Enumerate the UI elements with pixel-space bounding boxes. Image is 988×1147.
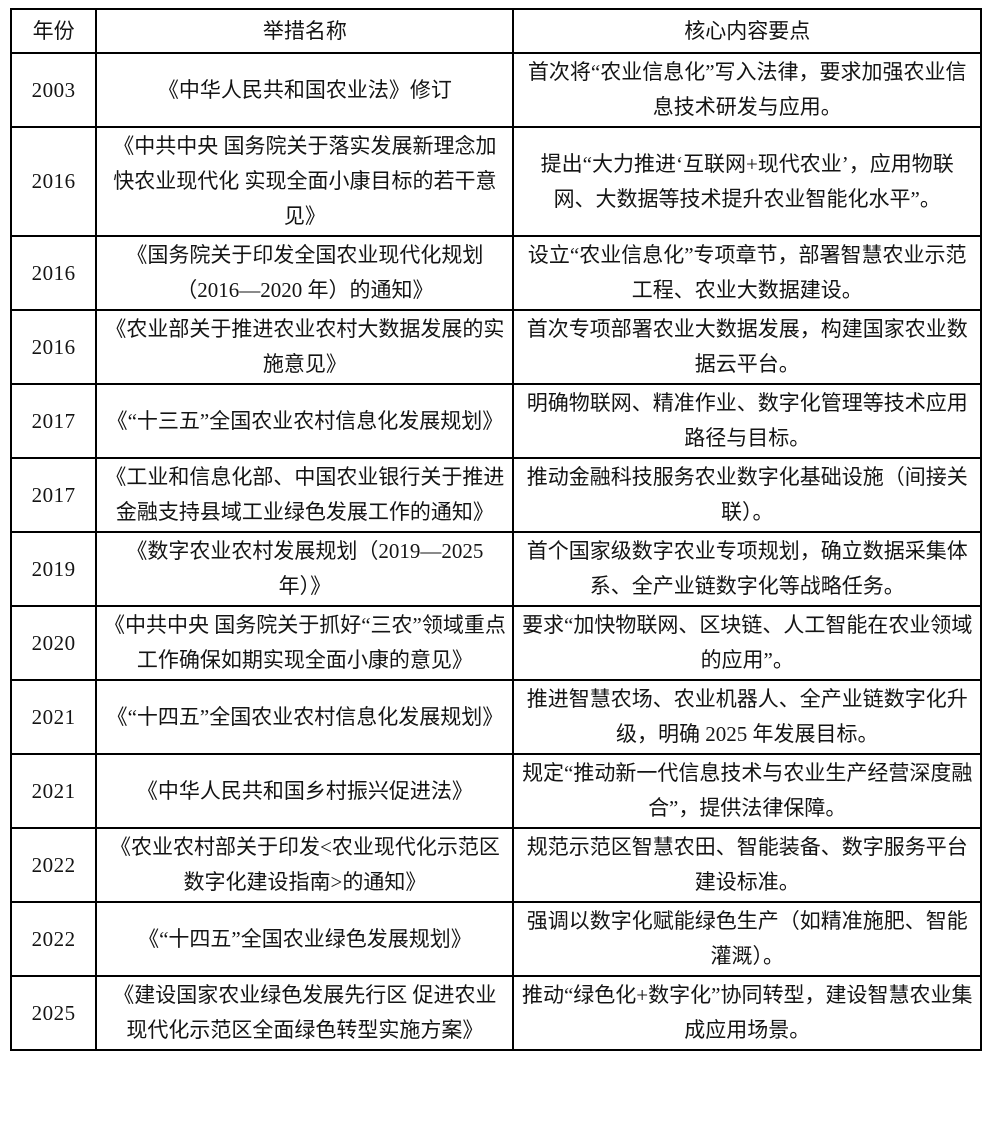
table-row: 2021 《中华人民共和国乡村振兴促进法》 规定“推动新一代信息技术与农业生产经… [9,753,982,829]
measure-name-cell: 《“十四五”全国农业农村信息化发展规划》 [95,679,515,755]
table-row: 2016 《农业部关于推进农业农村大数据发展的实施意见》 首次专项部署农业大数据… [9,309,982,385]
table-row: 2017 《“十三五”全国农业农村信息化发展规划》 明确物联网、精准作业、数字化… [9,383,982,459]
year-cell: 2022 [9,901,98,977]
year-cell: 2016 [9,126,98,237]
table-row: 2020 《中共中央 国务院关于抓好“三农”领域重点工作确保如期实现全面小康的意… [9,605,982,681]
year-cell: 2025 [9,975,98,1051]
table-row: 2016 《中共中央 国务院关于落实发展新理念加快农业现代化 实现全面小康目标的… [9,126,982,237]
measure-name-cell: 《中共中央 国务院关于抓好“三农”领域重点工作确保如期实现全面小康的意见》 [95,605,515,681]
table-row: 2016 《国务院关于印发全国农业现代化规划（2016—2020 年）的通知》 … [9,235,982,311]
key-points-cell: 强调以数字化赋能绿色生产（如精准施肥、智能灌溉）。 [512,901,982,977]
table-row: 2022 《“十四五”全国农业绿色发展规划》 强调以数字化赋能绿色生产（如精准施… [9,901,982,977]
table-row: 2022 《农业农村部关于印发<农业现代化示范区数字化建设指南>的通知》 规范示… [9,827,982,903]
measure-name-cell: 《中共中央 国务院关于落实发展新理念加快农业现代化 实现全面小康目标的若干意见》 [95,126,515,237]
measure-name-cell: 《数字农业农村发展规划（2019—2025 年）》 [95,531,515,607]
measure-name-cell: 《国务院关于印发全国农业现代化规划（2016—2020 年）的通知》 [95,235,515,311]
table-row: 2021 《“十四五”全国农业农村信息化发展规划》 推进智慧农场、农业机器人、全… [9,679,982,755]
table-row: 2003 《中华人民共和国农业法》修订 首次将“农业信息化”写入法律，要求加强农… [9,52,982,128]
table-row: 2017 《工业和信息化部、中国农业银行关于推进金融支持县域工业绿色发展工作的通… [9,457,982,533]
measure-name-cell: 《中华人民共和国农业法》修订 [95,52,515,128]
year-cell: 2022 [9,827,98,903]
year-cell: 2017 [9,457,98,533]
header-measure-name: 举措名称 [95,8,515,54]
table-row: 2019 《数字农业农村发展规划（2019—2025 年）》 首个国家级数字农业… [9,531,982,607]
measure-name-cell: 《“十四五”全国农业绿色发展规划》 [95,901,515,977]
year-cell: 2021 [9,679,98,755]
key-points-cell: 首个国家级数字农业专项规划，确立数据采集体系、全产业链数字化等战略任务。 [512,531,982,607]
key-points-cell: 规定“推动新一代信息技术与农业生产经营深度融合”，提供法律保障。 [512,753,982,829]
measure-name-cell: 《“十三五”全国农业农村信息化发展规划》 [95,383,515,459]
year-cell: 2016 [9,309,98,385]
key-points-cell: 推进智慧农场、农业机器人、全产业链数字化升级，明确 2025 年发展目标。 [512,679,982,755]
key-points-cell: 设立“农业信息化”专项章节，部署智慧农业示范工程、农业大数据建设。 [512,235,982,311]
year-cell: 2020 [9,605,98,681]
table-row: 2025 《建设国家农业绿色发展先行区 促进农业现代化示范区全面绿色转型实施方案… [9,975,982,1051]
year-cell: 2003 [9,52,98,128]
measure-name-cell: 《农业农村部关于印发<农业现代化示范区数字化建设指南>的通知》 [95,827,515,903]
key-points-cell: 首次将“农业信息化”写入法律，要求加强农业信息技术研发与应用。 [512,52,982,128]
measure-name-cell: 《建设国家农业绿色发展先行区 促进农业现代化示范区全面绿色转型实施方案》 [95,975,515,1051]
year-cell: 2017 [9,383,98,459]
key-points-cell: 提出“大力推进‘互联网+现代农业’，应用物联网、大数据等技术提升农业智能化水平”… [512,126,982,237]
year-cell: 2019 [9,531,98,607]
header-key-points: 核心内容要点 [512,8,982,54]
key-points-cell: 规范示范区智慧农田、智能装备、数字服务平台建设标准。 [512,827,982,903]
table-header-row: 年份 举措名称 核心内容要点 [9,8,982,54]
year-cell: 2021 [9,753,98,829]
measure-name-cell: 《工业和信息化部、中国农业银行关于推进金融支持县域工业绿色发展工作的通知》 [95,457,515,533]
key-points-cell: 要求“加快物联网、区块链、人工智能在农业领域的应用”。 [512,605,982,681]
policy-table: 年份 举措名称 核心内容要点 2003 《中华人民共和国农业法》修订 首次将“农… [9,8,982,1051]
year-cell: 2016 [9,235,98,311]
key-points-cell: 推动“绿色化+数字化”协同转型，建设智慧农业集成应用场景。 [512,975,982,1051]
header-year: 年份 [9,8,98,54]
measure-name-cell: 《农业部关于推进农业农村大数据发展的实施意见》 [95,309,515,385]
measure-name-cell: 《中华人民共和国乡村振兴促进法》 [95,753,515,829]
key-points-cell: 首次专项部署农业大数据发展，构建国家农业数据云平台。 [512,309,982,385]
key-points-cell: 推动金融科技服务农业数字化基础设施（间接关联）。 [512,457,982,533]
key-points-cell: 明确物联网、精准作业、数字化管理等技术应用路径与目标。 [512,383,982,459]
